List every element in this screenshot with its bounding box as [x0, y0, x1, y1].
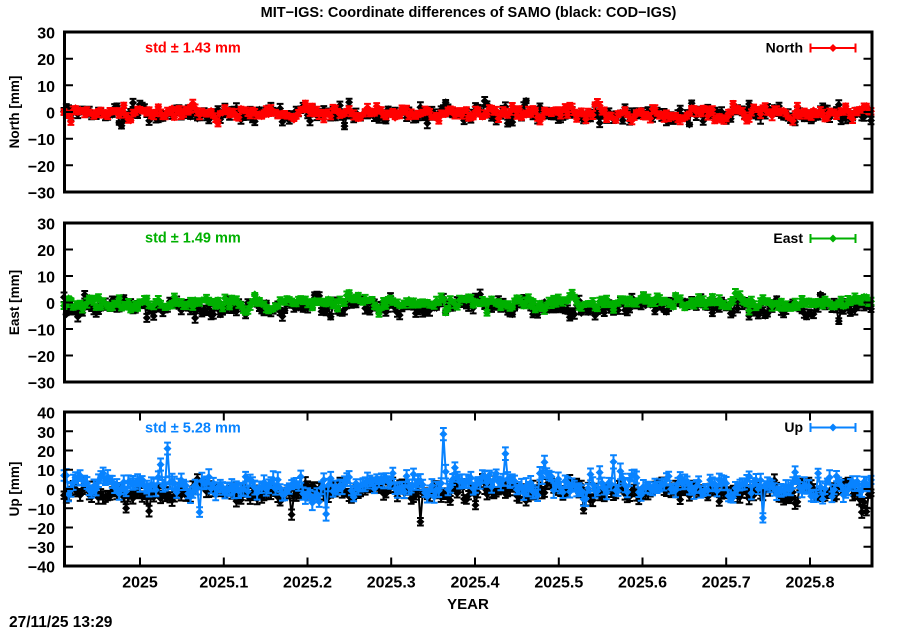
- svg-text:North: North: [766, 40, 803, 56]
- svg-text:20: 20: [37, 243, 55, 260]
- svg-text:0: 0: [46, 296, 55, 313]
- svg-text:−40: −40: [28, 560, 55, 577]
- svg-text:20: 20: [37, 52, 55, 69]
- svg-text:East: East: [773, 230, 803, 246]
- svg-text:Up [mm]: Up [mm]: [7, 462, 22, 517]
- svg-text:−20: −20: [28, 521, 55, 538]
- svg-text:2025.4: 2025.4: [451, 575, 500, 592]
- svg-text:MIT−IGS: Coordinate difference: MIT−IGS: Coordinate differences of SAMO …: [261, 5, 677, 21]
- svg-text:0: 0: [46, 106, 55, 123]
- svg-text:Up: Up: [784, 419, 803, 435]
- svg-text:std ± 1.49 mm: std ± 1.49 mm: [145, 231, 241, 247]
- svg-text:−10: −10: [28, 502, 55, 519]
- svg-text:2025: 2025: [122, 575, 158, 592]
- svg-text:10: 10: [37, 79, 55, 96]
- svg-text:−30: −30: [28, 186, 55, 203]
- svg-text:2025.5: 2025.5: [534, 575, 583, 592]
- svg-text:10: 10: [37, 270, 55, 287]
- svg-text:East [mm]: East [mm]: [7, 270, 22, 335]
- svg-text:0: 0: [46, 483, 55, 500]
- svg-text:40: 40: [37, 406, 55, 423]
- svg-text:−20: −20: [28, 159, 55, 176]
- svg-text:−20: −20: [28, 349, 55, 366]
- svg-text:30: 30: [37, 217, 55, 234]
- svg-text:20: 20: [37, 444, 55, 461]
- svg-text:YEAR: YEAR: [447, 596, 489, 613]
- svg-text:30: 30: [37, 425, 55, 442]
- svg-text:27/11/25 13:29: 27/11/25 13:29: [9, 614, 113, 630]
- svg-text:30: 30: [37, 26, 55, 43]
- svg-text:std ± 5.28 mm: std ± 5.28 mm: [145, 421, 241, 437]
- svg-text:−10: −10: [28, 132, 55, 149]
- svg-text:std ± 1.43 mm: std ± 1.43 mm: [145, 41, 241, 57]
- svg-text:10: 10: [37, 463, 55, 480]
- svg-text:−10: −10: [28, 323, 55, 340]
- svg-text:North [mm]: North [mm]: [7, 76, 22, 149]
- svg-text:2025.7: 2025.7: [702, 575, 751, 592]
- svg-text:−30: −30: [28, 540, 55, 557]
- svg-text:2025.2: 2025.2: [283, 575, 332, 592]
- svg-text:2025.8: 2025.8: [786, 575, 835, 592]
- svg-text:−30: −30: [28, 376, 55, 393]
- svg-text:2025.3: 2025.3: [367, 575, 416, 592]
- svg-text:2025.6: 2025.6: [618, 575, 667, 592]
- svg-text:2025.1: 2025.1: [199, 575, 248, 592]
